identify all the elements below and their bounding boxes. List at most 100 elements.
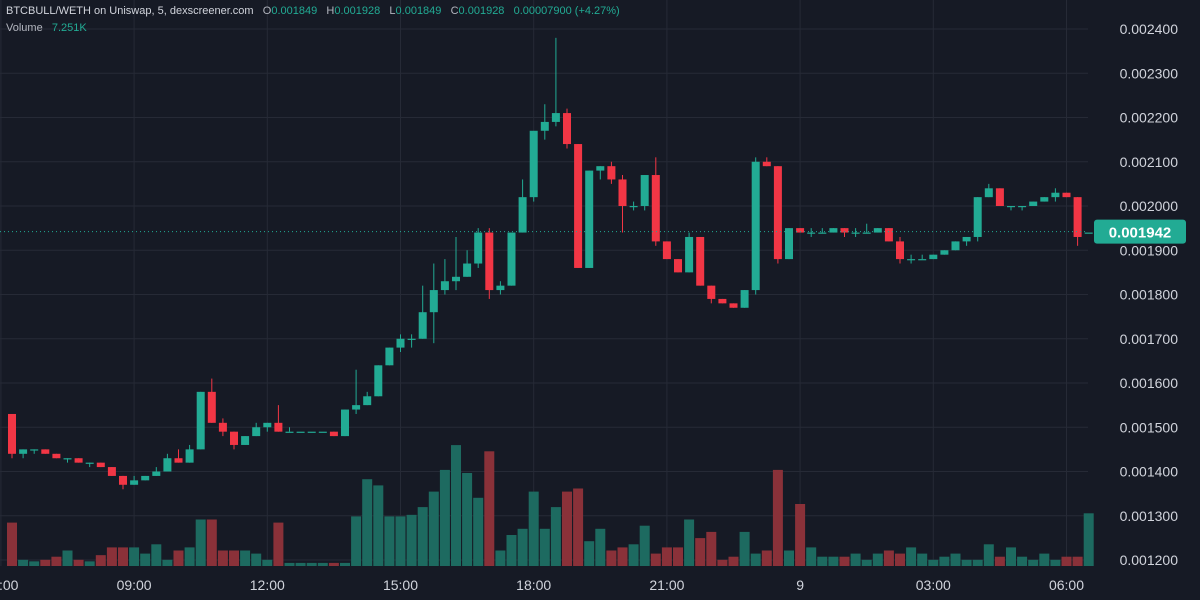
volume-bar [384, 516, 395, 566]
candle-body [485, 232, 494, 291]
candle-body [840, 228, 849, 233]
volume-bar [351, 516, 362, 566]
candle-body [685, 236, 694, 273]
ohlc-row: BTCBULL/WETH on Uniswap, 5, dexscreener.… [6, 4, 620, 19]
volume-bar [140, 553, 151, 566]
volume-bar [240, 550, 251, 566]
volume-bar [1017, 556, 1028, 566]
time-tick-label: 09:00 [117, 577, 152, 593]
candle-body [374, 365, 383, 397]
volume-bar [295, 562, 306, 566]
candle-body [119, 475, 127, 485]
volume-bar [129, 547, 140, 566]
volume-bar [595, 528, 606, 566]
volume-bar [784, 550, 794, 566]
candle-body [907, 259, 916, 261]
volume-bar [673, 547, 683, 566]
volume-bar [273, 522, 284, 566]
volume-bar [972, 559, 983, 566]
last-price-label: 0.001942 [1094, 219, 1186, 244]
candle-body [607, 166, 616, 180]
price-tick-label: 0.001600 [1120, 375, 1179, 391]
candle-body [285, 431, 294, 433]
volume-bars [7, 445, 1094, 566]
volume-bar [206, 519, 217, 566]
time-tick-label: 06:00 [0, 577, 19, 593]
candle-body [796, 228, 805, 233]
chart-legend: BTCBULL/WETH on Uniswap, 5, dexscreener.… [6, 4, 620, 36]
candle-body [807, 232, 816, 234]
candle-body [307, 431, 316, 433]
volume-bar [795, 504, 806, 566]
candle-body [152, 471, 161, 476]
volume-bar [606, 550, 617, 566]
volume-bar [883, 550, 894, 566]
price-tick-label: 0.001500 [1120, 419, 1179, 435]
volume-bar [639, 525, 650, 566]
candle-body [263, 422, 272, 428]
candle-body [851, 232, 860, 234]
volume-bar [506, 535, 517, 566]
open-label: O [262, 5, 272, 17]
candle-body [662, 241, 671, 260]
volume-bar [573, 488, 584, 566]
volume-bar [706, 531, 717, 566]
candle-body [884, 228, 893, 242]
candle-body [984, 188, 993, 198]
price-tick-label: 0.002300 [1120, 65, 1179, 81]
candle-body [352, 405, 361, 410]
volume-bar [817, 556, 828, 566]
candle-body [640, 175, 649, 206]
volume-bar [695, 538, 706, 566]
candle-body [873, 228, 882, 233]
time-tick-label: 21:00 [649, 577, 684, 593]
volume-bar [1028, 559, 1039, 566]
volume-bar [462, 473, 473, 566]
candlesticks [8, 37, 1093, 490]
candle-body [1051, 192, 1060, 198]
candle-body [940, 250, 949, 255]
volume-bar [439, 469, 450, 566]
volume-bar [18, 559, 29, 566]
volume-bar [717, 559, 728, 566]
last-price-label-background [1094, 219, 1186, 244]
candle-body [363, 396, 372, 406]
volume-bar [428, 491, 439, 566]
close-value: 0.001928 [458, 5, 505, 17]
volume-bar [184, 547, 195, 566]
candle-body [429, 290, 438, 313]
candle-body [529, 130, 538, 198]
candle-body [629, 206, 638, 208]
price-tick-label: 0.002100 [1120, 154, 1179, 170]
candle-body [1040, 197, 1049, 202]
candle-body [574, 144, 583, 268]
volume-bar [373, 485, 384, 566]
candle-body [474, 232, 483, 264]
volume-bar [983, 544, 994, 566]
candle-body [241, 436, 250, 445]
time-axis[interactable]: 06:00 09:00 12:00 15:00 18:00 21:00 9 03:00 06:0… [0, 577, 1084, 593]
time-tick-label: 12:00 [250, 577, 285, 593]
last-price-label-text: 0.001942 [1109, 225, 1172, 242]
volume-bar [650, 553, 661, 566]
candle-body [674, 259, 682, 273]
candle-body [218, 422, 227, 432]
change-value: 0.00007900 (+4.27%) [513, 5, 620, 17]
candle-body [962, 236, 971, 242]
price-axis[interactable]: 0.002400 0.002300 0.002200 0.002100 0.002000… [1120, 21, 1179, 568]
candle-body [818, 232, 827, 234]
volume-bar [229, 550, 239, 566]
candle-body [274, 422, 283, 432]
volume-bar [473, 497, 484, 566]
candle-body [141, 475, 150, 481]
volume-bar [40, 559, 51, 566]
volume-bar [895, 553, 905, 566]
price-tick-label: 0.002400 [1120, 21, 1179, 37]
volume-bar [395, 516, 406, 566]
candle-body [585, 170, 594, 268]
candle-body [296, 431, 305, 433]
candle-body [1073, 197, 1082, 237]
symbol-title: BTCBULL/WETH on Uniswap, 5, dexscreener.… [6, 5, 254, 17]
candle-body [707, 285, 716, 299]
